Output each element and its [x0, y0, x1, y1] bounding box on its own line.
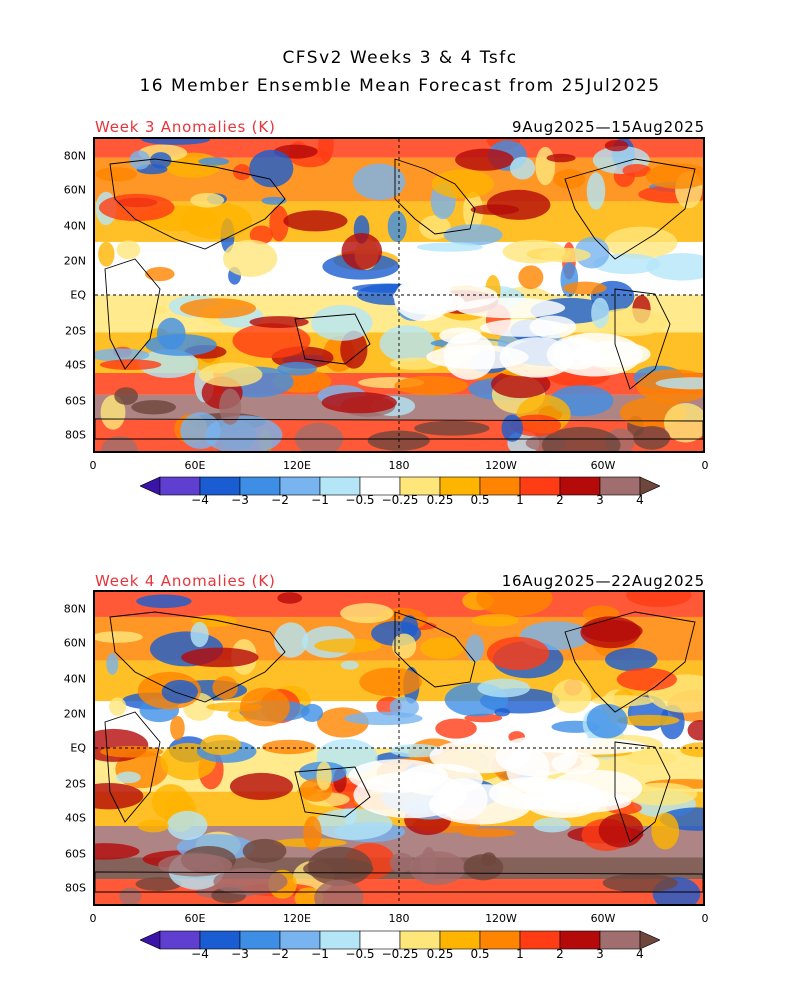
colorbar-tick-label: −1: [311, 947, 329, 961]
lon-label: 60E: [184, 912, 206, 925]
colorbar-tick-label: 3: [596, 947, 604, 961]
colorbar-tick-label: −0.25: [381, 947, 419, 961]
lat-label: 60N: [63, 636, 86, 650]
panel2-map: [93, 590, 705, 906]
lon-label: 0: [701, 912, 709, 925]
colorbar-tick-label: 4: [636, 493, 644, 507]
colorbar-tick-label: −1: [311, 493, 329, 507]
panel1-map: [93, 137, 705, 453]
colorbar-tick-label: 3: [596, 493, 604, 507]
colorbar-tick-label: −2: [271, 493, 289, 507]
lat-label: 80N: [63, 149, 86, 163]
colorbar-tick-label: −0.5: [345, 493, 375, 507]
lon-label: 180: [388, 459, 410, 472]
lat-label: 60N: [63, 183, 86, 197]
lat-label: EQ: [70, 741, 86, 755]
colorbar-tick-label: 0.5: [470, 493, 490, 507]
lon-label: 60E: [184, 459, 206, 472]
lat-label: 20S: [65, 324, 86, 338]
colorbar-tick-label: 0.25: [426, 493, 454, 507]
lat-label: 80S: [65, 428, 86, 442]
lat-label: 40N: [63, 219, 86, 233]
colorbar-tick-label: −4: [191, 493, 209, 507]
colorbar-tick-label: 1: [516, 493, 524, 507]
colorbar-tick-label: −4: [191, 947, 209, 961]
figure-title-line2: 16 Member Ensemble Mean Forecast from 25…: [139, 76, 661, 96]
colorbar-tick-label: 2: [556, 493, 564, 507]
lon-label: 60W: [590, 912, 616, 925]
lon-label: 180: [388, 912, 410, 925]
lat-label: 20S: [65, 777, 86, 791]
colorbar-tick-label: −0.25: [381, 493, 419, 507]
lat-label: 80N: [63, 602, 86, 616]
colorbar-tick-label: −3: [231, 947, 249, 961]
panel2-colorbar: [139, 929, 661, 955]
colorbar-tick-label: −3: [231, 493, 249, 507]
colorbar-tick-label: 4: [636, 947, 644, 961]
colorbar-tick-label: 1: [516, 947, 524, 961]
lat-label: 20N: [63, 254, 86, 268]
colorbar-tick-label: 2: [556, 947, 564, 961]
lat-label: 40N: [63, 672, 86, 686]
lat-label: 20N: [63, 707, 86, 721]
lon-label: 120E: [283, 912, 311, 925]
panel2-dates: 16Aug2025—22Aug2025: [501, 572, 705, 590]
lat-label: 80S: [65, 881, 86, 895]
lon-label: 120E: [283, 459, 311, 472]
lon-label: 0: [89, 459, 97, 472]
figure-title-line1: CFSv2 Weeks 3 & 4 Tsfc: [282, 48, 518, 68]
colorbar-tick-label: −0.5: [345, 947, 375, 961]
lat-label: 60S: [65, 847, 86, 861]
lat-label: 60S: [65, 394, 86, 408]
lon-label: 120W: [485, 459, 517, 472]
colorbar-tick-label: 0.5: [470, 947, 490, 961]
colorbar-tick-label: 0.25: [426, 947, 454, 961]
lon-label: 120W: [485, 912, 517, 925]
panel1-dates: 9Aug2025—15Aug2025: [512, 118, 705, 136]
lat-label: EQ: [70, 288, 86, 302]
lon-label: 0: [701, 459, 709, 472]
lon-label: 0: [89, 912, 97, 925]
lat-label: 40S: [65, 358, 86, 372]
lat-label: 40S: [65, 811, 86, 825]
panel1-label: Week 3 Anomalies (K): [95, 118, 276, 136]
panel1-colorbar: [139, 475, 661, 501]
panel2-label: Week 4 Anomalies (K): [95, 572, 276, 590]
lon-label: 60W: [590, 459, 616, 472]
colorbar-tick-label: −2: [271, 947, 289, 961]
